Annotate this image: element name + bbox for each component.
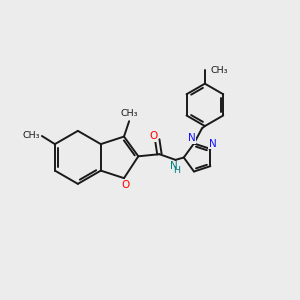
Text: CH₃: CH₃ bbox=[121, 109, 139, 118]
Text: N: N bbox=[188, 133, 196, 143]
Text: CH₃: CH₃ bbox=[211, 66, 228, 75]
Text: CH₃: CH₃ bbox=[22, 131, 40, 140]
Text: N: N bbox=[209, 139, 217, 148]
Text: O: O bbox=[150, 131, 158, 141]
Text: H: H bbox=[173, 166, 181, 175]
Text: O: O bbox=[121, 180, 130, 190]
Text: N: N bbox=[170, 161, 178, 171]
